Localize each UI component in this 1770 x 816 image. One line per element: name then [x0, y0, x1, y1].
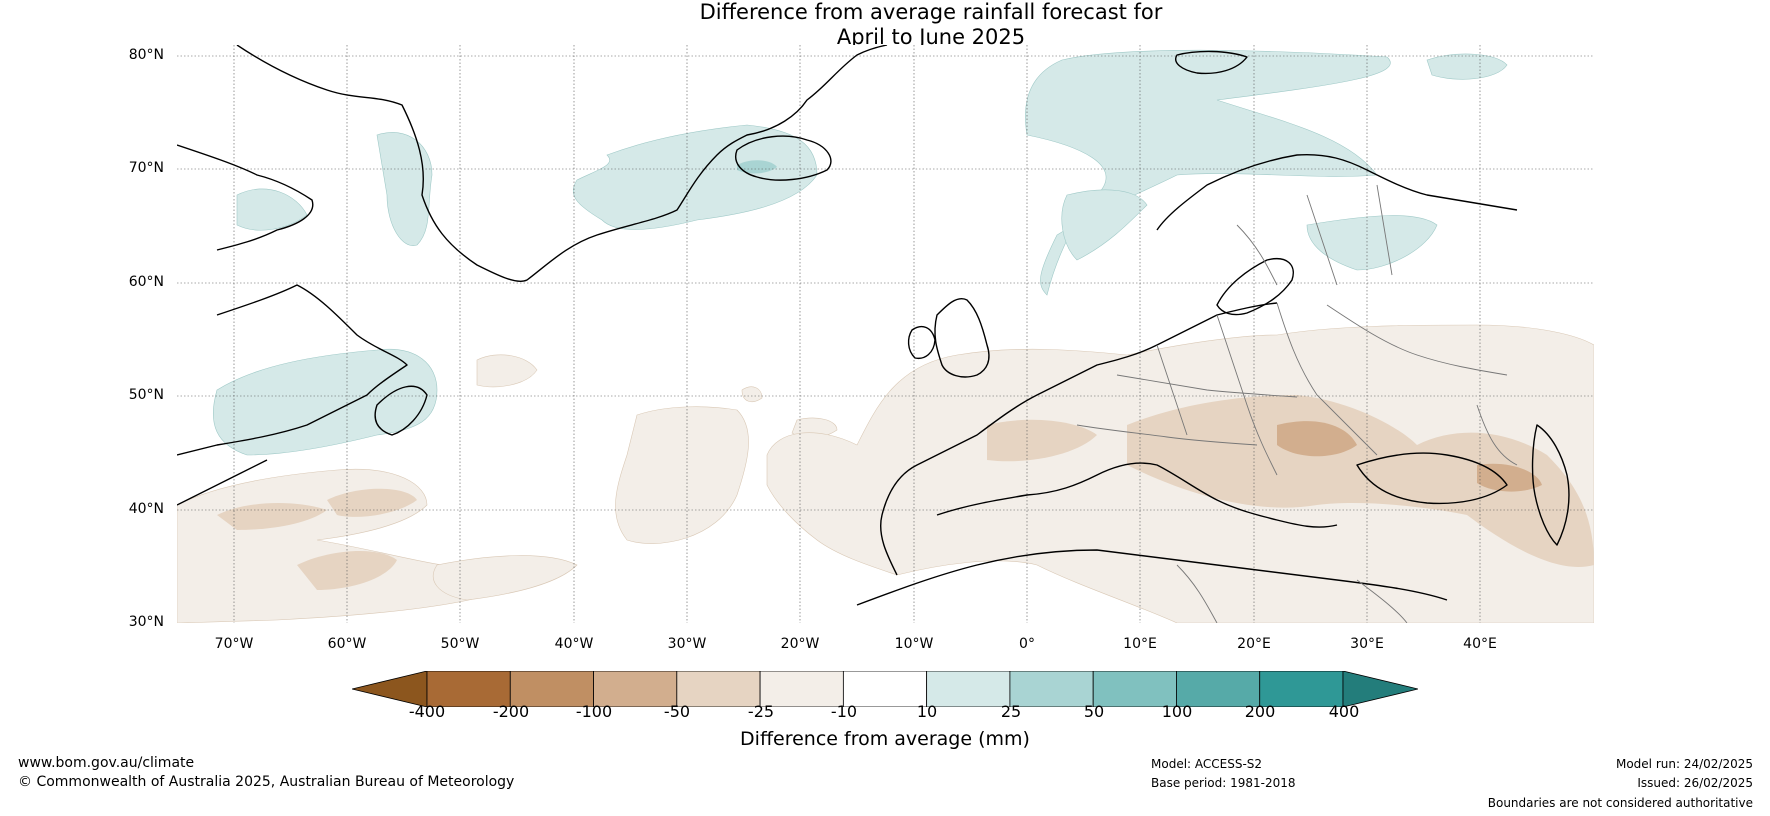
colorbar-cell: [842, 670, 928, 708]
dry-region-small-2: [741, 386, 763, 403]
north-africa-coast: [856, 549, 1448, 606]
lon-label-30w: 30°W: [667, 636, 707, 652]
colorbar-cell: [1176, 670, 1261, 708]
greenland-coast: [236, 45, 888, 282]
base-period: Base period: 1981-2018: [1151, 776, 1296, 790]
colorbar-cell: [509, 670, 594, 708]
mediterranean-north: [936, 462, 1338, 528]
colorbar-tick-50: 50: [1083, 702, 1105, 721]
map-title: Difference from average rainfall forecas…: [0, 0, 1770, 50]
lat-label-50n: 50°N: [128, 387, 164, 403]
lat-label-70n: 70°N: [128, 160, 164, 176]
colorbar-tick-minus-50: -50: [663, 702, 691, 721]
lat-label-60n: 60°N: [128, 274, 164, 290]
wet-region-svalbard: [1426, 53, 1508, 80]
colorbar-tick-minus-100: -100: [575, 702, 613, 721]
graticule: [177, 45, 1594, 623]
wet-region-barents: [1025, 49, 1391, 296]
colorbar-tick-10: 10: [916, 702, 938, 721]
caspian-coast: [1531, 424, 1570, 546]
colorbar: [351, 670, 1419, 711]
labrador-coast: [177, 284, 408, 456]
boundaries-disclaimer: Boundaries are not considered authoritat…: [1487, 796, 1753, 810]
baltic-coast: [1216, 258, 1294, 316]
baffin-coast: [177, 144, 314, 251]
model-run-date: Model run: 24/02/2025: [1615, 757, 1753, 771]
title-line-1: Difference from average rainfall forecas…: [699, 0, 1163, 24]
wet-region-iceland: [572, 124, 818, 230]
wet-region-kara: [1306, 215, 1438, 271]
country-borders: [1076, 184, 1518, 623]
wet-region-norway-sea: [1061, 189, 1148, 261]
rainfall-map: [177, 45, 1594, 623]
lon-label-10w: 10°W: [894, 636, 934, 652]
lon-label-10e: 10°E: [1123, 636, 1157, 652]
dry-region-north-atlantic: [476, 354, 538, 388]
britain-coast: [934, 298, 990, 378]
lon-label-70w: 70°W: [214, 636, 254, 652]
lat-label-40n: 40°N: [128, 501, 164, 517]
colorbar-extend-high: [1342, 670, 1419, 708]
lon-label-40e: 40°E: [1463, 636, 1497, 652]
colorbar-cell: [1009, 670, 1094, 708]
colorbar-tick-200: 200: [1244, 702, 1276, 721]
website-link[interactable]: www.bom.gov.au/climate: [18, 755, 195, 771]
lon-label-50w: 50°W: [440, 636, 480, 652]
colorbar-cell: [926, 670, 1011, 708]
wet-region-greenland-east: [376, 132, 433, 246]
svalbard-coast: [1175, 50, 1248, 75]
lon-label-20w: 20°W: [780, 636, 820, 652]
colorbar-tick-400: 400: [1328, 702, 1360, 721]
lon-label-30e: 30°E: [1350, 636, 1384, 652]
colorbar-cell: [426, 670, 511, 708]
colorbar-tick-25: 25: [1000, 702, 1022, 721]
colorbar-label: Difference from average (mm): [740, 728, 1030, 750]
colorbar-tick-minus-400: -400: [408, 702, 446, 721]
lon-label-40w: 40°W: [554, 636, 594, 652]
black-sea-coast: [1356, 452, 1508, 505]
us-east-coast: [177, 459, 268, 506]
lon-label-0: 0°: [1019, 636, 1035, 652]
colorbar-tick-minus-10: -10: [830, 702, 858, 721]
colorbar-tick-100: 100: [1161, 702, 1193, 721]
lon-label-20e: 20°E: [1237, 636, 1271, 652]
norway-coast: [1156, 153, 1518, 231]
iceland-coast: [735, 135, 832, 181]
dry-region-central-atlantic: [615, 406, 749, 544]
copyright-text: © Commonwealth of Australia 2025, Austra…: [18, 774, 515, 790]
wet-region-davis-strait: [236, 188, 308, 231]
model-name: Model: ACCESS-S2: [1151, 757, 1263, 771]
colorbar-tick-minus-25: -25: [747, 702, 775, 721]
lat-label-30n: 30°N: [128, 614, 164, 630]
colorbar-tick-minus-200: -200: [492, 702, 530, 721]
issued-date: Issued: 26/02/2025: [1637, 776, 1753, 790]
lon-label-60w: 60°W: [327, 636, 367, 652]
europe-west-coast: [880, 302, 1278, 576]
coastlines: [177, 45, 1570, 606]
ireland-coast: [907, 325, 936, 360]
dry-region-azores: [432, 555, 578, 601]
colorbar-cell: [676, 670, 761, 708]
lat-label-80n: 80°N: [128, 47, 164, 63]
newfoundland-coast: [374, 385, 428, 436]
